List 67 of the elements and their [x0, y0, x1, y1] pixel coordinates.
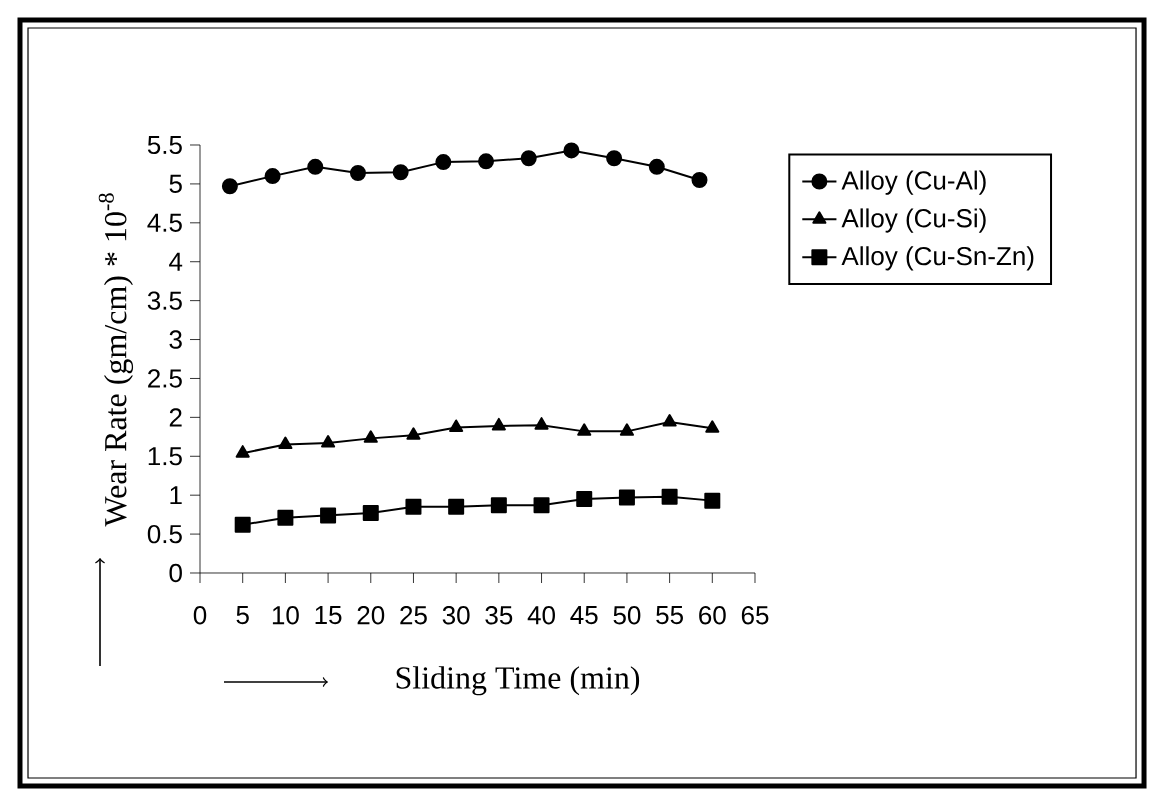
point: [435, 154, 452, 171]
point: [618, 489, 635, 506]
point: [264, 168, 281, 185]
x-tick-label: 20: [357, 606, 385, 625]
y-tick-label: 4: [169, 252, 183, 271]
point: [705, 420, 720, 433]
y-tick-label: 1.5: [148, 447, 182, 466]
x-tick-label: 60: [699, 606, 726, 625]
x-tick-label: 30: [442, 606, 470, 625]
point: [491, 417, 506, 431]
point: [534, 417, 549, 430]
y-tick-label: 5.5: [147, 135, 182, 155]
y-tick-label: 3.5: [147, 291, 182, 310]
x-tick-label: 35: [485, 606, 513, 625]
point: [392, 164, 409, 181]
y-axis-title: Wear Rate (gm/cm) * 10$^{-8}$: [98, 193, 134, 527]
point: [363, 430, 378, 443]
legend-label: Alloy (Cu-Al): [841, 170, 986, 195]
point: [577, 423, 592, 436]
point: [648, 158, 665, 175]
point: [405, 498, 422, 515]
y-tick-label: 3: [169, 330, 182, 349]
point: [691, 172, 708, 189]
point: [478, 153, 495, 170]
legend-label: Alloy (Cu-Si): [841, 208, 986, 233]
point: [234, 516, 251, 533]
point: [533, 497, 550, 514]
x-tick-label: 45: [570, 606, 598, 625]
y-tick-label: 1: [170, 486, 182, 505]
x-tick-label: 40: [527, 606, 555, 625]
point: [320, 507, 337, 524]
legend-label: Alloy (Cu-Sn-Zn): [841, 246, 1034, 271]
point: [277, 509, 294, 526]
x-tick-label: 10: [272, 606, 299, 625]
point: [449, 419, 464, 432]
y-tick-label: 5: [169, 174, 182, 193]
x-tick-label: 15: [315, 606, 342, 625]
point: [662, 414, 677, 427]
point: [349, 165, 366, 182]
x-axis-title: Sliding Time (min): [396, 666, 640, 696]
point: [221, 178, 238, 195]
y-tick-label: 2.5: [148, 369, 182, 388]
point: [490, 497, 507, 514]
point: [278, 436, 293, 450]
point: [406, 427, 421, 440]
x-tick-label: 65: [741, 606, 769, 625]
y-tick-label: 0: [169, 563, 182, 583]
point: [307, 158, 324, 175]
point: [619, 423, 634, 436]
point: [563, 142, 580, 159]
y-tick-label: 0.5: [147, 524, 182, 544]
point: [362, 505, 379, 522]
x-tick-label: 50: [613, 606, 641, 625]
point: [235, 445, 250, 458]
x-tick-label: 25: [400, 606, 427, 625]
point: [576, 491, 593, 508]
point: [606, 150, 623, 167]
point: [520, 150, 537, 167]
point: [704, 492, 721, 509]
x-tick-label: 0: [193, 606, 207, 625]
x-tick-label: 55: [656, 606, 683, 625]
point: [661, 488, 678, 505]
x-tick-label: 5: [236, 606, 249, 625]
y-tick-label: 4.5: [147, 213, 182, 232]
point: [448, 498, 465, 515]
point: [321, 435, 336, 448]
y-tick-label: 2: [169, 408, 182, 427]
